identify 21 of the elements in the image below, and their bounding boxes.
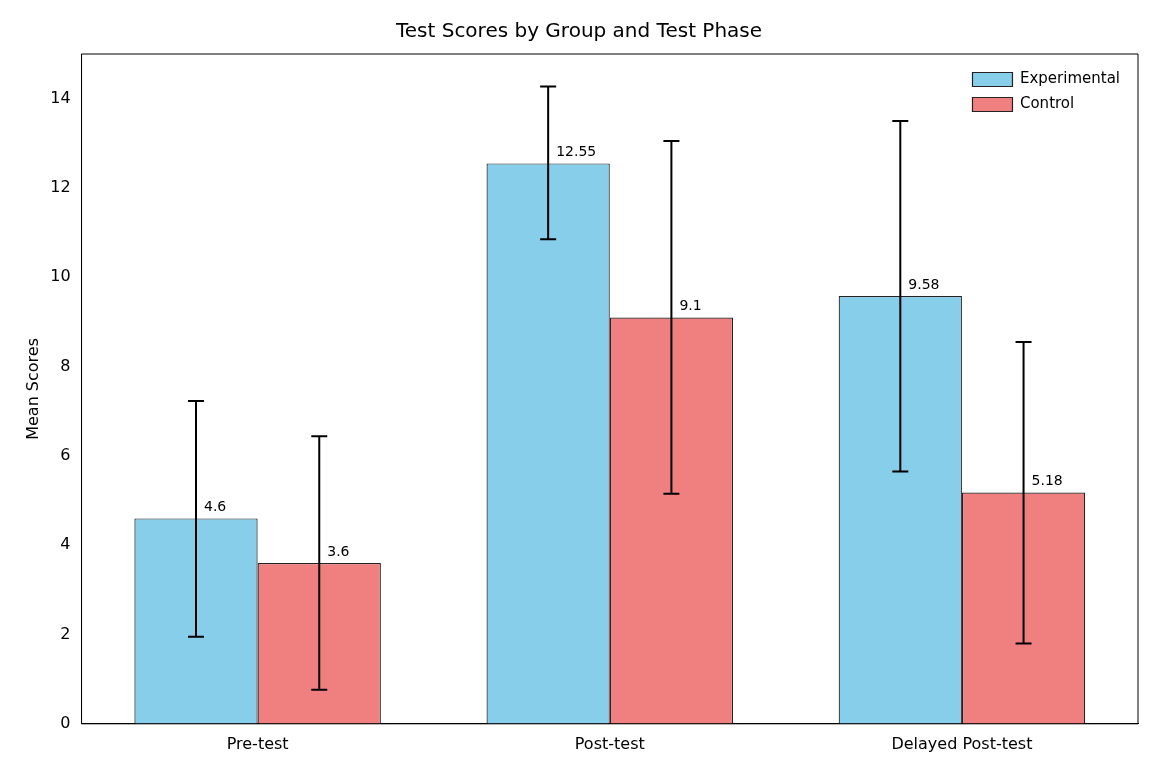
data-label: 4.6 — [204, 498, 227, 515]
y-tick-label: 6 — [60, 445, 71, 465]
data-label: 9.1 — [679, 297, 702, 314]
y-axis-title: Mean Scores — [22, 337, 42, 440]
y-tick-label: 12 — [50, 177, 71, 197]
data-label: 5.18 — [1031, 472, 1063, 489]
y-tick-label: 14 — [50, 87, 71, 107]
y-tick-label: 8 — [60, 355, 71, 375]
legend-label: Experimental — [1019, 69, 1120, 88]
y-tick-label: 10 — [50, 266, 71, 286]
x-tick-label: Pre-test — [226, 733, 289, 753]
data-label: 9.58 — [908, 275, 940, 292]
y-tick-label: 2 — [60, 623, 71, 643]
x-tick-label: Delayed Post-test — [891, 733, 1033, 753]
y-tick-label: 0 — [60, 712, 71, 732]
y-tick-label: 4 — [60, 534, 71, 554]
x-tick-label: Post-test — [574, 733, 645, 753]
data-label: 12.55 — [556, 143, 597, 160]
chart-title: Test Scores by Group and Test Phase — [394, 18, 763, 43]
data-label: 3.6 — [327, 542, 350, 559]
legend-label: Control — [1019, 94, 1075, 113]
